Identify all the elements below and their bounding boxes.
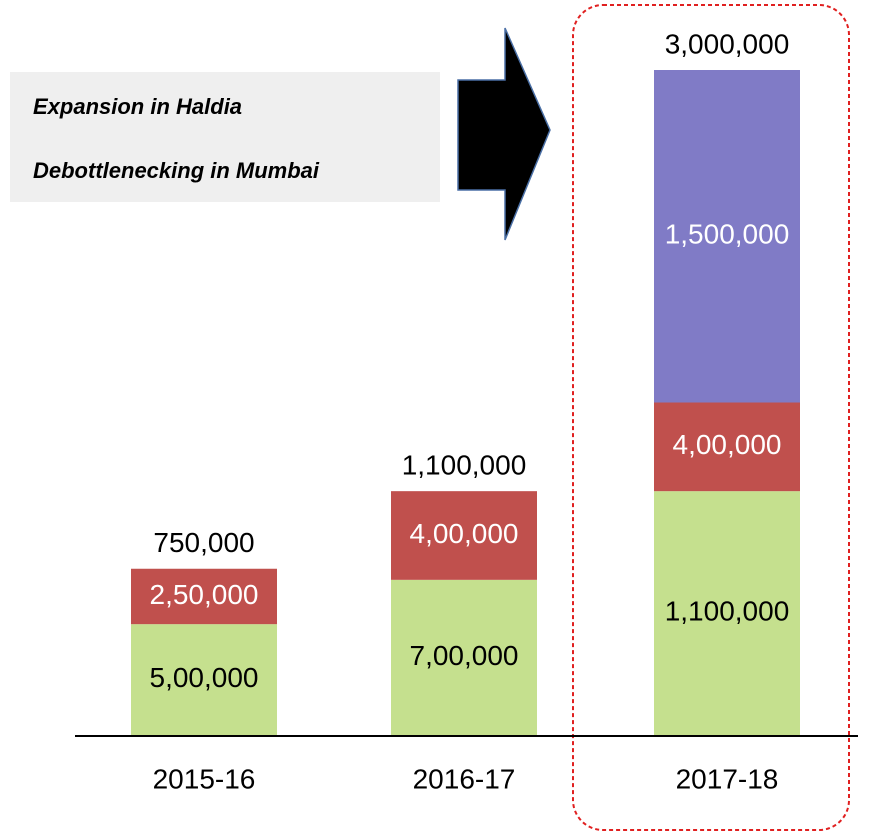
annotation-box (10, 72, 440, 202)
value-label: 1,100,000 (665, 595, 790, 626)
bar-segment (131, 568, 277, 625)
value-label: 4,00,000 (410, 518, 519, 549)
value-label: 7,00,000 (410, 640, 519, 671)
total-label: 3,000,000 (665, 28, 790, 59)
total-label: 750,000 (153, 527, 254, 558)
x-tick-label: 2016-17 (413, 763, 516, 794)
value-label: 2,50,000 (150, 579, 259, 610)
bar-segment (391, 491, 537, 580)
value-label: 4,00,000 (673, 429, 782, 460)
annotation: Expansion in Haldia (33, 94, 242, 119)
arrow (457, 27, 551, 241)
x-tick-label: 2017-18 (676, 763, 779, 794)
bar-segment (391, 579, 537, 735)
total-label: 1,100,000 (402, 450, 527, 481)
bar-segment (654, 402, 800, 492)
value-label: 1,500,000 (665, 219, 790, 250)
value-label: 5,00,000 (150, 662, 259, 693)
highlight-box (572, 4, 850, 831)
x-tick-label: 2015-16 (153, 763, 256, 794)
bar-segment (654, 70, 800, 403)
bar-segment (654, 491, 800, 735)
bar-segment (131, 624, 277, 735)
annotation: Debottlenecking in Mumbai (33, 158, 320, 183)
